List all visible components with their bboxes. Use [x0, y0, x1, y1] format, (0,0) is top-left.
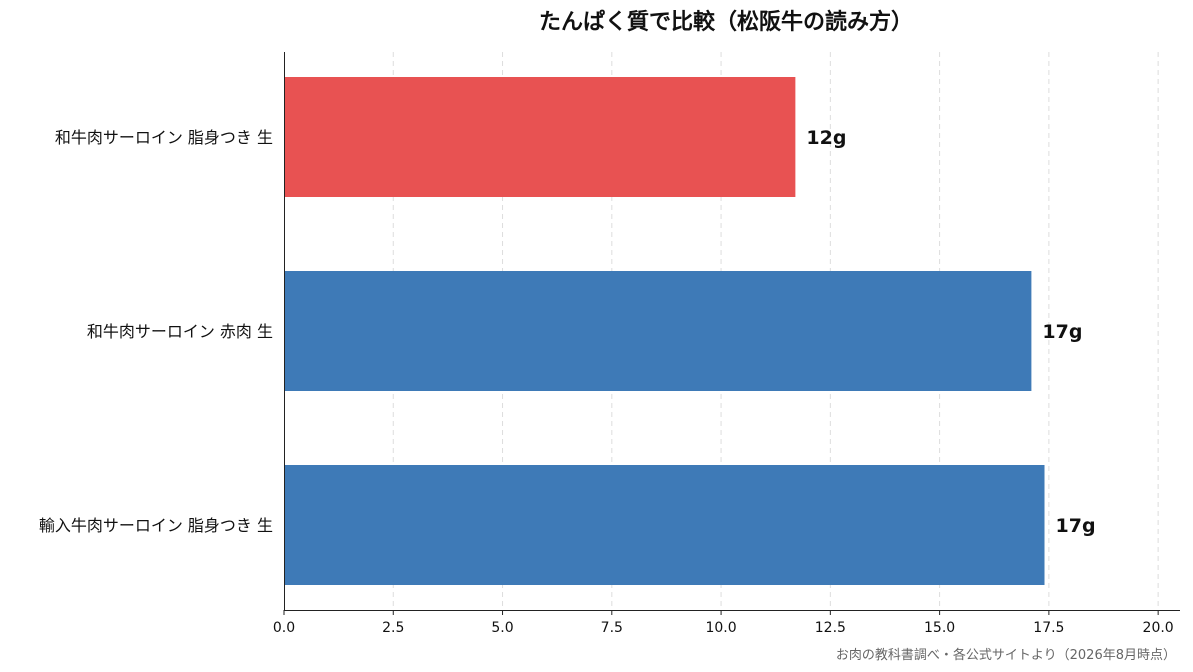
- x-tick-label: 2.5: [382, 620, 404, 636]
- bars: [284, 77, 1045, 585]
- x-tick-label: 17.5: [1033, 620, 1064, 636]
- value-labels: 12g 17g 17g: [806, 127, 1095, 537]
- category-label: 和牛肉サーロイン 赤肉 生: [87, 322, 273, 341]
- x-tick-label: 7.5: [601, 620, 623, 636]
- chart-title: たんぱく質で比較（松阪牛の読み方）: [539, 9, 913, 35]
- x-tick-label: 12.5: [815, 620, 846, 636]
- source-note: お肉の教科書調べ・各公式サイトより（2026年8月時点）: [836, 647, 1176, 663]
- x-tick-label: 20.0: [1143, 620, 1174, 636]
- x-tick-label: 15.0: [924, 620, 955, 636]
- bar-value-label: 17g: [1056, 515, 1096, 537]
- bar-value-label: 12g: [806, 127, 846, 149]
- x-tick-label: 0.0: [273, 620, 295, 636]
- category-label: 和牛肉サーロイン 脂身つき 生: [55, 128, 273, 147]
- bar: [284, 465, 1045, 585]
- bar: [284, 271, 1032, 391]
- bar-value-label: 17g: [1042, 321, 1082, 343]
- bar: [284, 77, 796, 197]
- x-tick-label: 10.0: [705, 620, 736, 636]
- category-label: 輸入牛肉サーロイン 脂身つき 生: [39, 516, 273, 535]
- x-axis-ticks: 0.0 2.5 5.0 7.5 10.0 12.5 15.0 17.5 20.0: [273, 610, 1174, 636]
- x-tick-label: 5.0: [491, 620, 513, 636]
